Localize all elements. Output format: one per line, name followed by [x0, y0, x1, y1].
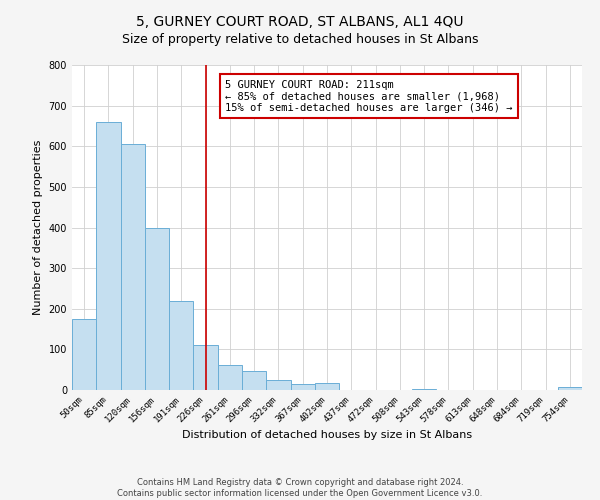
Bar — [96, 122, 121, 390]
Bar — [145, 228, 169, 390]
Bar — [558, 387, 582, 390]
X-axis label: Distribution of detached houses by size in St Albans: Distribution of detached houses by size … — [182, 430, 472, 440]
Bar — [315, 382, 339, 390]
Text: Size of property relative to detached houses in St Albans: Size of property relative to detached ho… — [122, 32, 478, 46]
Text: Contains HM Land Registry data © Crown copyright and database right 2024.
Contai: Contains HM Land Registry data © Crown c… — [118, 478, 482, 498]
Text: 5 GURNEY COURT ROAD: 211sqm
← 85% of detached houses are smaller (1,968)
15% of : 5 GURNEY COURT ROAD: 211sqm ← 85% of det… — [225, 80, 512, 113]
Text: 5, GURNEY COURT ROAD, ST ALBANS, AL1 4QU: 5, GURNEY COURT ROAD, ST ALBANS, AL1 4QU — [136, 15, 464, 29]
Bar — [266, 380, 290, 390]
Bar — [242, 371, 266, 390]
Bar — [193, 346, 218, 390]
Bar — [412, 389, 436, 390]
Bar — [121, 144, 145, 390]
Bar — [169, 302, 193, 390]
Bar — [290, 384, 315, 390]
Bar — [72, 319, 96, 390]
Y-axis label: Number of detached properties: Number of detached properties — [33, 140, 43, 315]
Bar — [218, 365, 242, 390]
